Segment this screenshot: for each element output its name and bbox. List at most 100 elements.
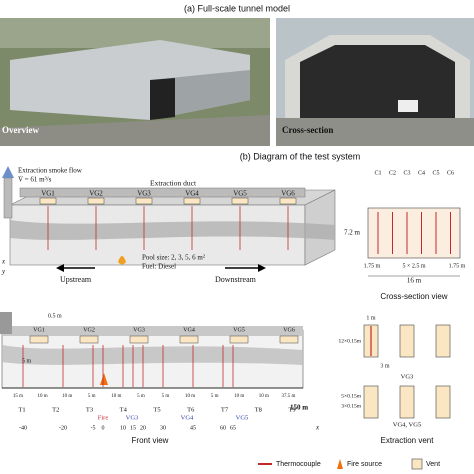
vent-position-label: VG5 — [236, 414, 249, 421]
vent-label: VG1 — [33, 327, 45, 333]
vent — [29, 335, 49, 344]
panel-b-title: (b) Diagram of the test system — [240, 151, 361, 161]
margin-label: 1.75 m — [449, 263, 466, 269]
tree-label: T7 — [221, 406, 229, 413]
vent-label: VG4 — [183, 327, 195, 333]
position-label: -40 — [19, 425, 27, 431]
position-label: 30 — [160, 425, 166, 431]
tree-label: T2 — [52, 406, 59, 413]
legend-swatch — [411, 458, 423, 470]
slot-label: 3×0.15m — [341, 403, 361, 409]
position-label: 10 — [120, 425, 126, 431]
vent — [87, 197, 105, 205]
legend-label: Thermocouple — [276, 461, 321, 468]
downstream: Downstream — [215, 275, 257, 284]
vent-label: VG6 — [281, 190, 295, 198]
column-label: C1 — [374, 170, 381, 176]
tree-label: T5 — [153, 406, 160, 413]
spacing-label: 10 m — [38, 394, 48, 399]
tree-label: T4 — [120, 406, 128, 413]
vent-depth: 0.5 m — [48, 313, 62, 319]
front-view-diagram — [0, 312, 304, 389]
tree-label: T6 — [187, 406, 195, 413]
spacing-label: 10 m — [234, 394, 244, 399]
axis-label: x — [1, 258, 6, 266]
spacing-label: 10 m — [111, 394, 121, 399]
panel-a-title: (a) Full-scale tunnel model — [184, 3, 290, 13]
spacing-label: 5 m — [88, 394, 96, 399]
vent — [229, 335, 249, 344]
photo-label: Cross-section — [282, 125, 333, 135]
flow-rate: V̇ = 61 m³/s — [18, 176, 52, 184]
spacing-label: 5 × 2.5 m — [402, 263, 425, 269]
height-label: 7.2 m — [344, 229, 361, 237]
vent-label: VG3 — [137, 190, 151, 198]
cross-section-photo — [276, 18, 474, 146]
width-label: 1 m — [366, 315, 376, 321]
column-label: C3 — [403, 170, 410, 176]
extraction-label: Extraction smoke flow — [18, 167, 83, 175]
spacing-label: 5 m — [211, 394, 219, 399]
vent — [79, 335, 99, 344]
spacing-label: 37.5 m — [281, 394, 295, 399]
vent-label: VG4 — [185, 190, 199, 198]
position-label: 45 — [190, 425, 196, 431]
legend-label: Vent — [426, 461, 440, 468]
tree-label: T8 — [255, 406, 262, 413]
tree-label: T9 — [288, 406, 295, 413]
axis-label: x — [315, 424, 320, 432]
vent — [129, 335, 149, 344]
tree-label: T1 — [18, 406, 25, 413]
vent — [279, 197, 297, 205]
position-label: -5 — [91, 425, 96, 431]
spacing-label: 3 m — [380, 363, 390, 369]
vent-drawings — [363, 324, 451, 419]
vent-label: VG6 — [283, 327, 295, 333]
legend-label: Fire source — [347, 461, 382, 468]
spacing-label: 5 m — [162, 394, 170, 399]
vent-label: VG5 — [233, 327, 245, 333]
width-label: 16 m — [407, 277, 422, 285]
column-label: C4 — [418, 170, 425, 176]
fuel: Fuel: Diesel — [142, 263, 176, 271]
axis-label: y — [1, 268, 6, 276]
column-label: C5 — [432, 170, 439, 176]
vent-name: VG4, VG5 — [393, 421, 421, 428]
photo-label: Overview — [2, 125, 39, 135]
margin-label: 1.75 m — [364, 263, 381, 269]
slot-label: 5×0.15m — [341, 393, 361, 399]
position-label: 65 — [230, 425, 236, 431]
vent-name: VG3 — [401, 373, 414, 380]
tunnel-isometric — [2, 166, 336, 272]
tree-label: T3 — [86, 406, 93, 413]
pool-size: Pool size: 2, 3, 5, 6 m² — [142, 254, 205, 262]
overview-photo — [0, 18, 270, 146]
spacing-label: 5 m — [137, 394, 145, 399]
vent — [39, 197, 57, 205]
column-label: C6 — [447, 170, 454, 176]
spacing-label: 10 m — [259, 394, 269, 399]
position-label: 20 — [140, 425, 146, 431]
caption: Extraction vent — [381, 436, 435, 445]
vent — [279, 335, 299, 344]
vent — [179, 335, 199, 344]
position-label: -20 — [59, 425, 67, 431]
vent-label: VG2 — [89, 190, 103, 198]
spacing-label: 10 m — [185, 394, 195, 399]
height-label: 5 m — [22, 358, 32, 364]
caption: Cross-section view — [380, 292, 447, 301]
vent-position-label: VG3 — [126, 414, 139, 421]
legend-swatch — [337, 459, 343, 469]
vent — [135, 197, 153, 205]
vent — [231, 197, 249, 205]
column-label: C2 — [389, 170, 396, 176]
cross-section-diagram — [367, 207, 461, 259]
slot-label: 12×0.15m — [338, 338, 361, 344]
duct-label: Extraction duct — [150, 179, 197, 188]
position-label: 0 — [102, 425, 105, 431]
vent-label: VG2 — [83, 327, 95, 333]
upstream: Upstream — [60, 275, 92, 284]
spacing-label: 10 m — [62, 394, 72, 399]
spacing-label: 15 m — [13, 394, 23, 399]
